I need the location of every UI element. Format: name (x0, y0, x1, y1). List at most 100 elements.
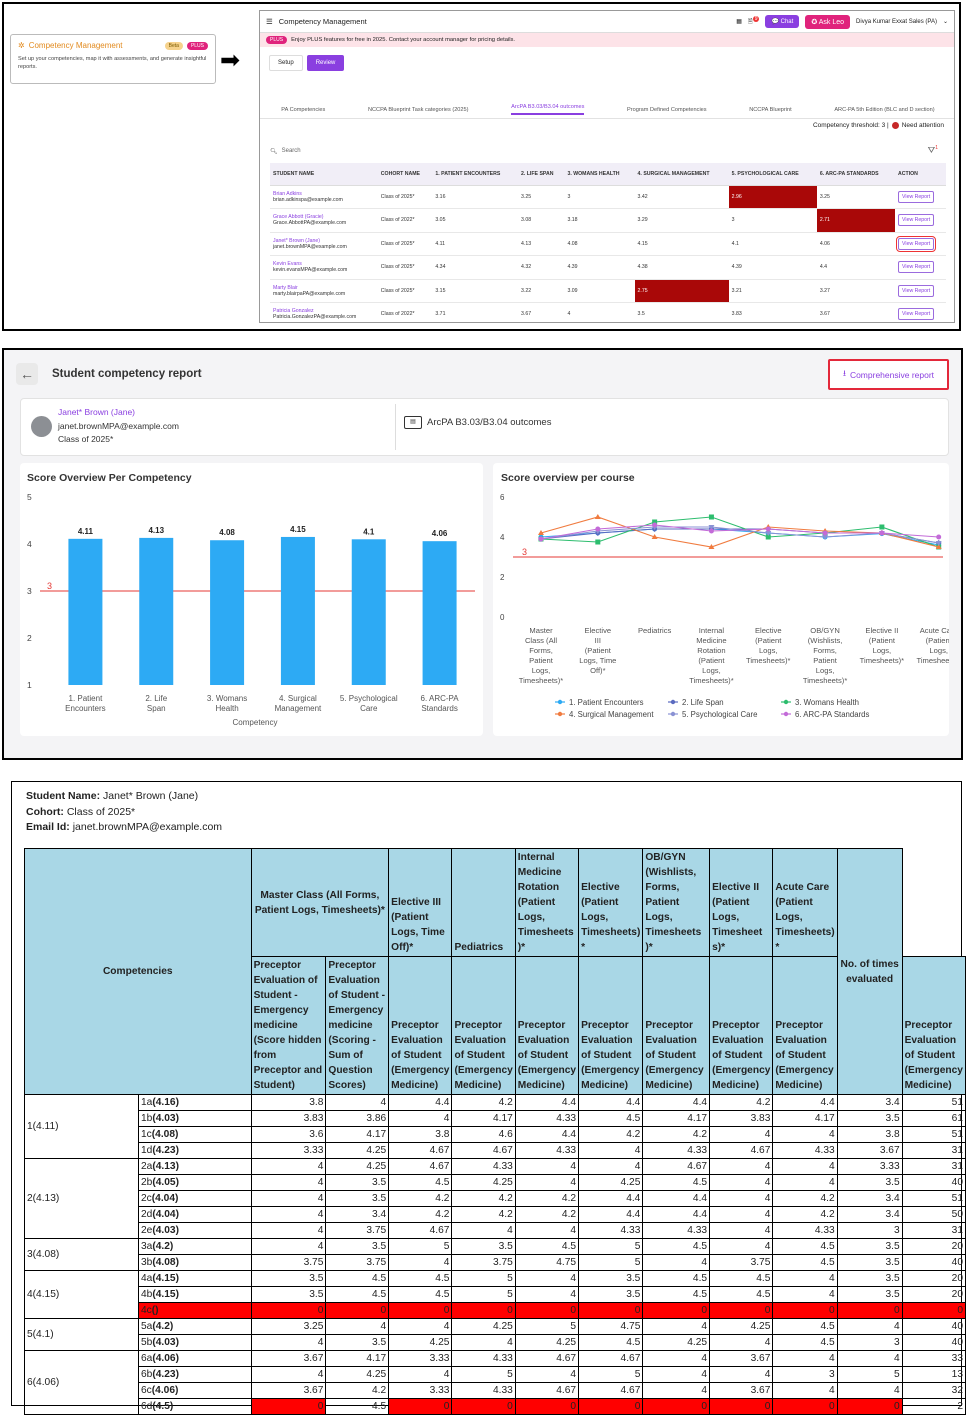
legend-label: 3. Womans Health (795, 698, 859, 707)
view-report-button[interactable]: View Report (898, 261, 935, 274)
user-menu[interactable]: Divya Kumar Exxat Sales (PA) (856, 18, 937, 25)
score-cell: 3 (564, 185, 635, 209)
series-point (652, 519, 658, 525)
score-cell: 3.4 (836, 1190, 903, 1207)
score-cell: 4 (836, 1318, 903, 1335)
tab-arcpa-5th[interactable]: ARC-PA 5th Edition (BLC and D section) (834, 106, 935, 113)
students-table: STUDENT NAME COHORT NAME 1. PATIENT ENCOUN… (270, 163, 946, 322)
column-header[interactable]: 6. ARC-PA STANDARDS (816, 163, 896, 186)
comprehensive-report-button[interactable]: ⭳ Comprehensive report (828, 359, 949, 390)
student-cell: Janet* Brown (Jane) janet.brownMPA@exampl… (270, 232, 378, 256)
score-cell: 4 (709, 1206, 774, 1223)
view-report-button[interactable]: View Report (898, 308, 935, 321)
banner-plus-badge: PLUS (266, 36, 288, 44)
sub-competency-cell: 1a(4.16) (138, 1094, 252, 1111)
view-report-button[interactable]: View Report (896, 235, 937, 252)
step-setup[interactable]: Setup (269, 55, 303, 71)
column-header[interactable]: 3. WOMANS HEALTH (564, 163, 635, 186)
score-cell: 3.21 (728, 279, 817, 303)
sub-code: 5a (141, 1321, 153, 1332)
grid-icon[interactable]: ▦ (736, 19, 742, 25)
score-cell: 4 (325, 1318, 390, 1335)
student-name-link[interactable]: Marty Blair (273, 284, 298, 291)
score-cell: 4.4 (514, 1094, 580, 1111)
column-header[interactable]: 5. PSYCHOLOGICAL CARE (728, 163, 817, 186)
ask-leo-button[interactable]: ✪ Ask Leo (805, 14, 851, 29)
need-attention-text: Need attention (901, 122, 944, 129)
column-header[interactable]: 4. SURGICAL MANAGEMENT (634, 163, 729, 186)
column-header[interactable]: ACTION (895, 163, 946, 186)
student-name[interactable]: Janet* Brown (Jane) (58, 407, 136, 417)
score-cell: 3 (836, 1222, 903, 1239)
score-cell: 4.4 (642, 1206, 711, 1223)
column-header[interactable]: 1. PATIENT ENCOUNTERS (432, 163, 518, 186)
score-cell: 0 (836, 1398, 903, 1415)
series-point (936, 534, 942, 540)
chat-button[interactable]: 💬 Chat (765, 15, 800, 28)
student-name-link[interactable]: Brian Adkins (273, 190, 302, 197)
student-name-link[interactable]: Patricia Gonzalez (273, 308, 314, 315)
x-tick-label: Elective II (Patient Logs, Timesheets)* (860, 626, 904, 665)
sub-score: (4.23) (152, 1145, 179, 1156)
table-row: Brian Adkins brian.adkinspa@example.com Cl… (270, 185, 946, 209)
score-cell: 4 (772, 1286, 838, 1303)
tab-program-defined[interactable]: Program Defined Competencies (627, 106, 707, 113)
score-cell: 4.25 (451, 1174, 516, 1191)
tab-pa-competencies[interactable]: PA Competencies (281, 106, 326, 113)
score-cell: 3.5 (578, 1286, 644, 1303)
menu-icon[interactable]: ☰ (266, 17, 273, 26)
view-report-button[interactable]: View Report (898, 284, 935, 297)
score-cell: 3.83 (709, 1110, 774, 1127)
notification-icon[interactable]: 🗎 9 (747, 16, 760, 25)
evaluation-header: Preceptor Evaluation of Student (Emergen… (578, 956, 644, 1095)
x-tick-label: Elective (Patient Logs, Timesheets)* (746, 626, 790, 665)
plus-banner: PLUS Enjoy PLUS features for free in 202… (260, 33, 954, 47)
score-cell: 4.67 (388, 1142, 453, 1159)
filter-icon[interactable]: ⛛1 (927, 145, 938, 155)
score-cell: 4.4 (578, 1190, 644, 1207)
back-arrow-icon[interactable]: ← (16, 363, 38, 385)
sub-competency-cell: 1c(4.08) (138, 1126, 252, 1143)
score-cell: 5 (451, 1286, 516, 1303)
score-cell: 4.5 (772, 1334, 838, 1351)
competency-group-cell: 3(4.08) (24, 1238, 139, 1271)
student-name-link[interactable]: Kevin Evans (273, 261, 302, 268)
table-row: 2c(4.04) 4 3.5 4.2 4.2 4.2 4.4 4.4 4 4.2 3.4 51 (25, 1190, 966, 1207)
sub-score: (4.23) (152, 1369, 179, 1380)
search-input[interactable]: 🔍︎ Search (270, 143, 390, 159)
sub-competency-cell: 3a(4.2) (138, 1238, 252, 1255)
legend-swatch (557, 711, 563, 717)
series-point (879, 524, 885, 530)
table-row: 1d(4.23) 3.33 4.25 4.67 4.67 4.33 4 4.33 4.67 4.3… (25, 1142, 966, 1159)
series-point (765, 526, 771, 532)
score-cell: 4.25 (325, 1366, 390, 1383)
score-cell: 61 (901, 1110, 966, 1127)
score-cell: 4 (642, 1350, 711, 1367)
score-cell: 0 (514, 1302, 580, 1319)
sub-score: (4.03) (152, 1225, 179, 1236)
x-tick-label: 4. Surgical Management (275, 694, 322, 713)
column-header[interactable]: COHORT NAME (377, 163, 433, 186)
tab-nccpa-task[interactable]: NCCPA Blueprint Task categories (2025) (367, 106, 469, 113)
search-placeholder: Search (281, 148, 301, 154)
tab-arcpa-outcomes[interactable]: ArcPA B3.03/B3.04 outcomes (511, 104, 585, 115)
score-cell: 4.2 (325, 1382, 390, 1399)
chevron-down-icon[interactable]: ⌄ (942, 19, 948, 25)
competency-management-card[interactable]: ✲ Competency Management Beta PLUS Set up yo… (10, 34, 216, 84)
x-tick-label: 1. Patient Encounters (65, 694, 105, 713)
score-cell: 4 (250, 1174, 327, 1191)
student-name-link[interactable]: Grace Abbott (Gracie) (273, 214, 324, 221)
step-review[interactable]: Review (306, 55, 345, 71)
column-header[interactable]: 2. LIFE SPAN (518, 163, 565, 186)
tab-nccpa-blueprint[interactable]: NCCPA Blueprint (749, 106, 792, 113)
student-name-link[interactable]: Janet* Brown (Jane) (273, 237, 320, 244)
column-header[interactable]: STUDENT NAME (270, 163, 378, 186)
line-chart: 0 2 4 6 3 Master Class (All Forms, Patient Logs, T… (500, 493, 949, 719)
view-report-button[interactable]: View Report (898, 214, 935, 227)
view-report-button[interactable]: View Report (898, 190, 935, 203)
bar-value-label: 4.1 (363, 527, 375, 536)
y-tick-label: 4 (27, 539, 32, 549)
bar (351, 539, 386, 685)
score-cell: 4.6 (451, 1126, 516, 1143)
table-row: 3(4.08) 3a(4.2) 4 3.5 5 3.5 4.5 5 4.5 4 4.5 3.5 20 (24, 1238, 966, 1271)
